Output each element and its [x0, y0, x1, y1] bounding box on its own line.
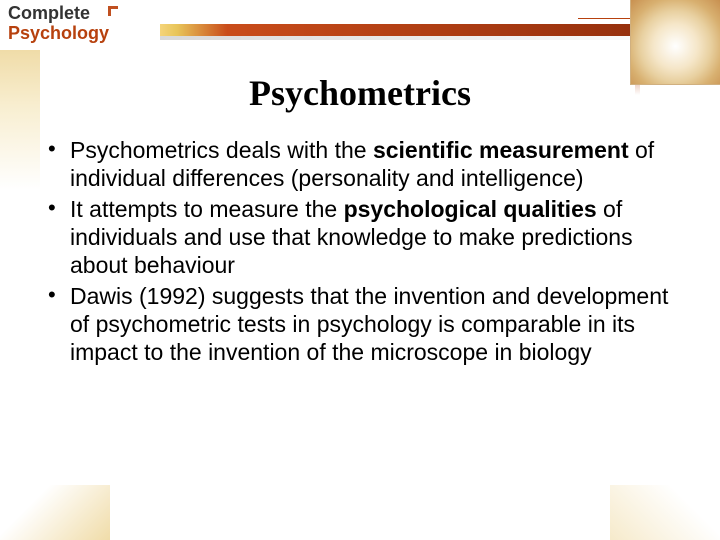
bullet-item: It attempts to measure the psychological… [70, 195, 690, 279]
slide-content: Psychometrics Psychometrics deals with t… [0, 58, 720, 540]
brand-logo: Complete Psychology [0, 0, 160, 50]
decorative-line [578, 18, 638, 19]
bullet-list: Psychometrics deals with the scientific … [30, 136, 690, 366]
bullet-item: Psychometrics deals with the scientific … [70, 136, 690, 192]
logo-accent-mark [108, 6, 118, 16]
logo-line-2: Psychology [8, 24, 152, 44]
bullet-text-pre: Psychometrics deals with the [70, 137, 373, 163]
bullet-text-bold: psychological qualities [344, 196, 597, 222]
logo-line-1: Complete [8, 4, 152, 22]
bullet-text-pre: Dawis (1992) suggests that the invention… [70, 283, 668, 365]
slide-title: Psychometrics [30, 72, 690, 114]
bullet-item: Dawis (1992) suggests that the invention… [70, 282, 690, 366]
slide-header: Complete Psychology [0, 0, 720, 58]
bullet-text-pre: It attempts to measure the [70, 196, 344, 222]
bullet-text-bold: scientific measurement [373, 137, 629, 163]
